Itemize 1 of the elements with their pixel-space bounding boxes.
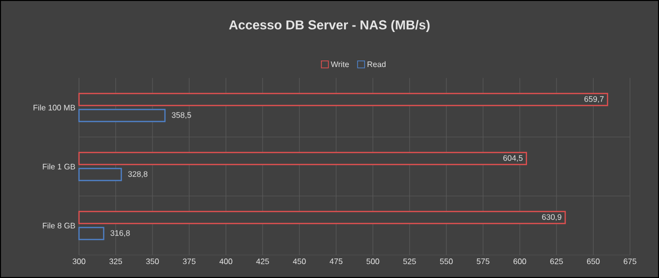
chart-title: Accesso DB Server - NAS (MB/s) bbox=[229, 20, 430, 32]
